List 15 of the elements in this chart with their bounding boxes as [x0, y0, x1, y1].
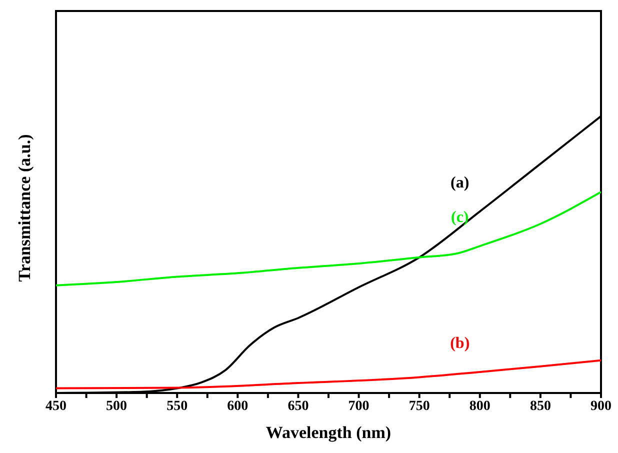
- series-label: (b): [450, 334, 470, 352]
- x-tick-label: 700: [348, 398, 370, 414]
- x-axis-title: Wavelength (nm): [266, 423, 392, 442]
- x-tick-label: 450: [46, 398, 66, 414]
- series-label: (a): [450, 174, 470, 192]
- x-tick-label: 500: [106, 398, 128, 414]
- x-tick-label: 850: [530, 398, 551, 414]
- series-label: (c): [451, 209, 469, 226]
- x-tick-label: 800: [469, 398, 490, 414]
- x-tick-label: 650: [288, 398, 309, 414]
- x-tick-label: 900: [590, 398, 612, 414]
- x-tick-label: 550: [166, 398, 188, 414]
- x-tick-label: 750: [408, 398, 430, 414]
- x-tick-label: 600: [227, 398, 248, 414]
- y-axis-title: Transmittance (a.u.): [15, 134, 34, 282]
